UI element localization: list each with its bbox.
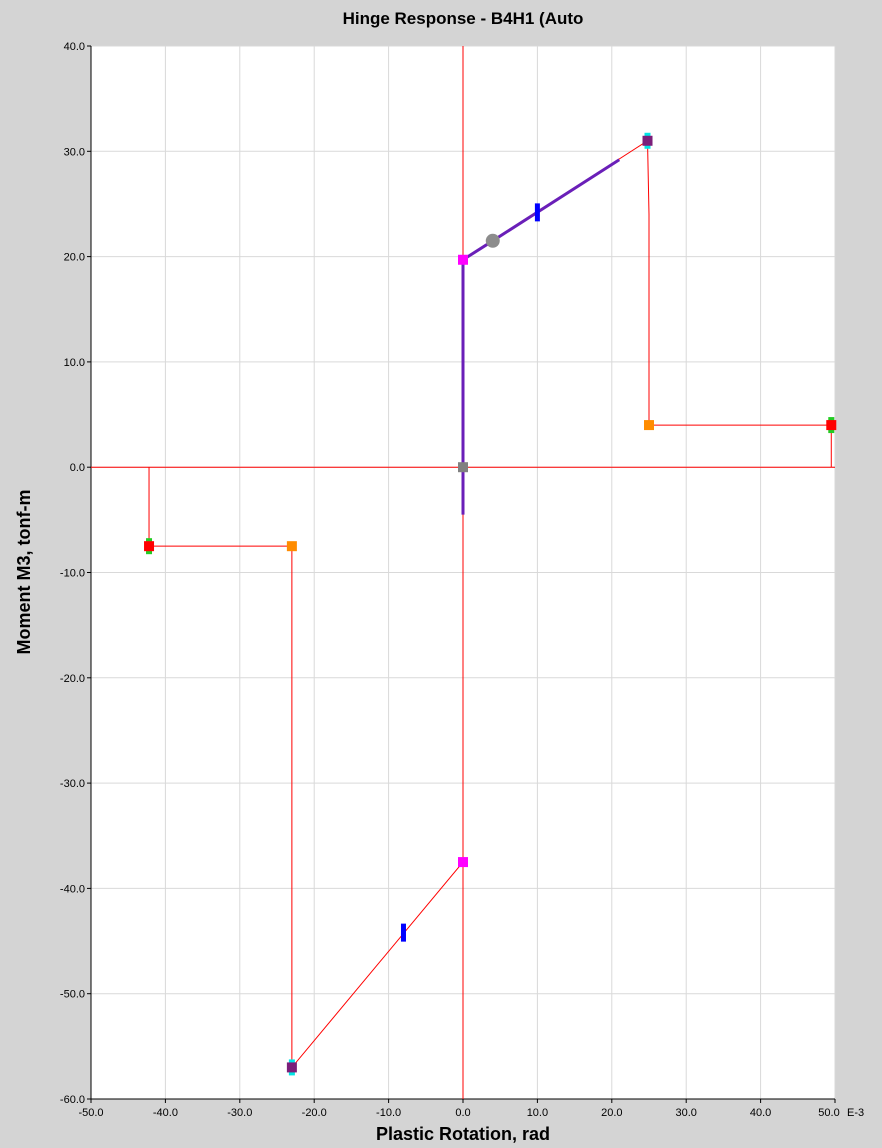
y-tick-label: -30.0 [60,778,85,790]
y-tick-label: -20.0 [60,673,85,685]
x-tick-label: 0.0 [455,1107,470,1119]
point-a-origin [458,462,468,473]
x-tick-label: 50.0 [818,1107,839,1119]
point-b-positive [458,254,468,265]
x-axis-title: Plastic Rotation, rad [376,1124,550,1144]
y-tick-label: 10.0 [64,357,85,369]
y-tick-label: 40.0 [64,41,85,53]
backbone-line [148,139,832,1069]
x-tick-label: -50.0 [78,1107,103,1119]
x-tick-label: -40.0 [153,1107,178,1119]
y-tick-labels: 40.0 30.0 20.0 10.0 0.0 -10.0 -20.0 -30.0 -40.0 -… [60,41,91,1106]
x-tick-label: -30.0 [227,1107,252,1119]
point-c-positive [642,135,653,146]
current-state-point [485,233,500,248]
y-tick-label: -50.0 [60,989,85,1001]
point-e-positive [826,420,837,431]
response-line [461,158,621,515]
y-tick-label: -10.0 [60,568,85,580]
y-tick-label: 20.0 [64,252,85,264]
point-e-negative [144,541,155,552]
x-tick-label: -10.0 [376,1107,401,1119]
hinge-markers [144,132,837,1076]
y-tick-label: 0.0 [70,462,85,474]
point-b-negative [458,857,468,868]
y-tick-label: 30.0 [64,146,85,158]
backbone-curve [148,139,832,1069]
point-d-positive [644,420,654,431]
x-tick-label: 30.0 [675,1107,696,1119]
x-tick-label: -20.0 [302,1107,327,1119]
point-d-negative [286,541,297,552]
y-tick-label: -60.0 [60,1094,85,1106]
y-axis-title: Moment M3, tonf-m [14,490,34,655]
x-tick-label: 20.0 [601,1107,622,1119]
io-marker-negative [400,923,406,942]
chart-title: Hinge Response - B4H1 (Auto [343,9,584,28]
x-tick-label: 40.0 [750,1107,771,1119]
point-c-negative [286,1062,297,1073]
x-scale-label: E-3 [847,1107,864,1119]
y-tick-label: -40.0 [60,883,85,895]
x-tick-label: 10.0 [527,1107,548,1119]
x-tick-labels: -50.0 -40.0 -30.0 -20.0 -10.0 0.0 10.0 20.0 30.0… [78,1099,864,1119]
io-marker-positive [534,203,540,222]
response-curve [461,158,621,515]
